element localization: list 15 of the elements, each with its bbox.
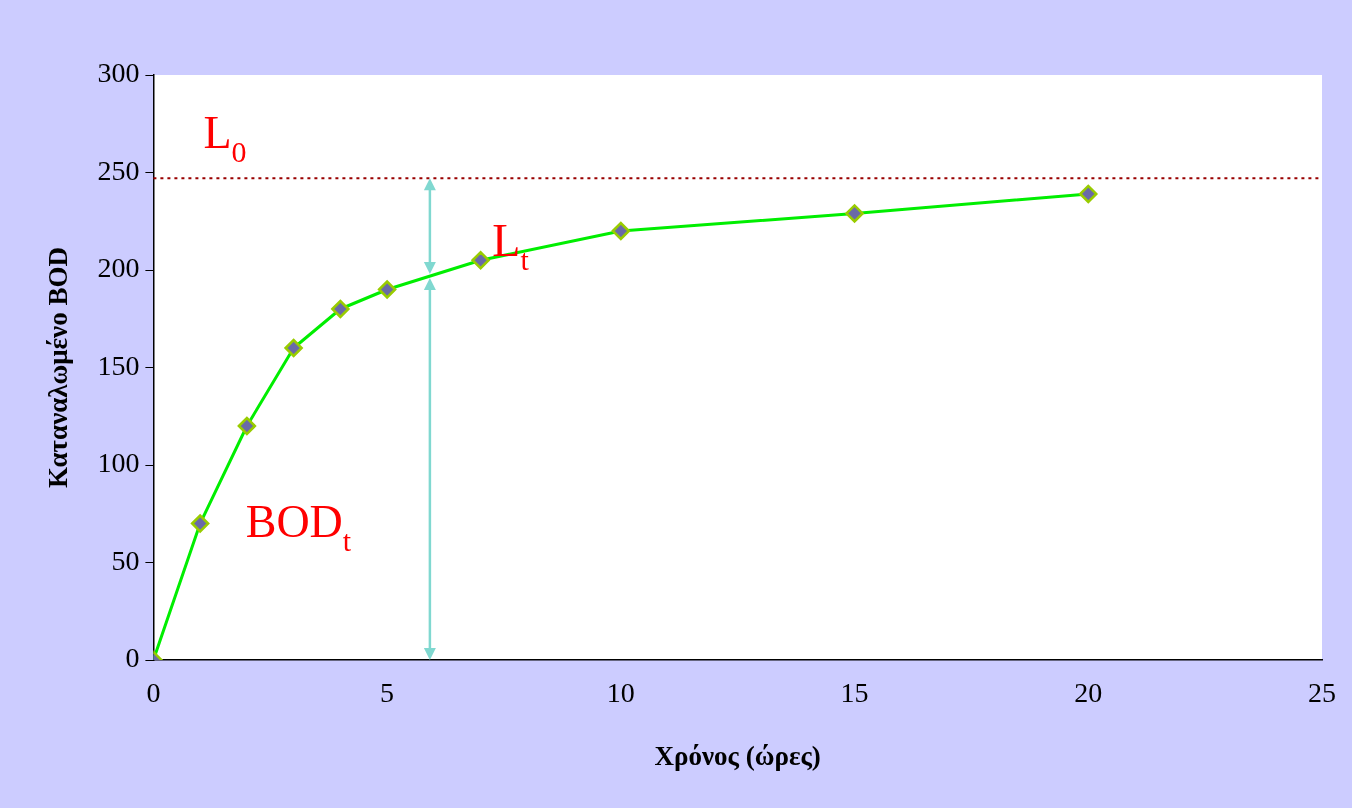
- y-tick-label: 300: [97, 57, 140, 89]
- x-axis-title: Χρόνος (ώρες): [654, 740, 821, 771]
- x-tick-label: 25: [1308, 677, 1336, 709]
- y-tick-label: 0: [125, 642, 140, 674]
- y-tick-label: 100: [97, 447, 140, 479]
- y-tick-label: 200: [97, 252, 140, 284]
- x-tick-label: 20: [1074, 677, 1103, 709]
- x-tick-label: 10: [606, 677, 635, 709]
- x-tick-label: 0: [146, 677, 161, 709]
- x-tick-label: 15: [840, 677, 869, 709]
- y-tick-label: 150: [97, 349, 140, 381]
- x-tick-label: 5: [380, 677, 395, 709]
- y-tick-label: 250: [97, 154, 140, 186]
- y-axis-title: Καταναλωμένο BOD: [43, 247, 74, 488]
- y-tick-label: 50: [111, 544, 140, 576]
